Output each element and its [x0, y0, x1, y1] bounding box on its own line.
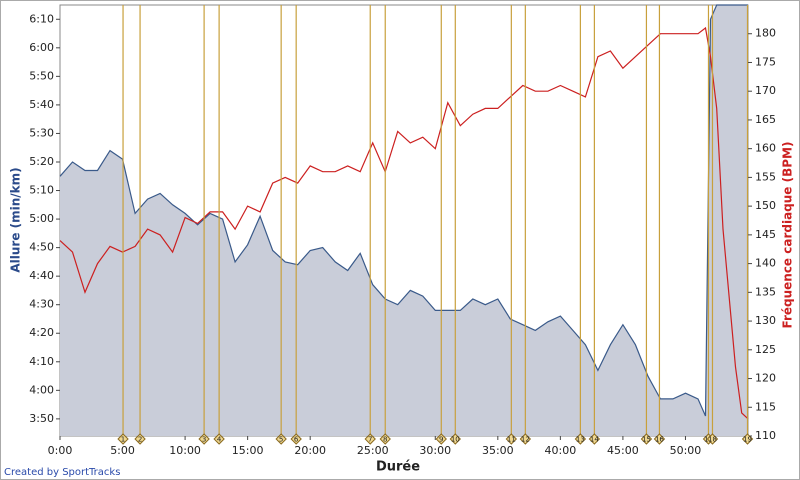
- lap-label: 19: [743, 436, 752, 444]
- lap-diamond: [198, 433, 210, 445]
- lap-diamond: [574, 433, 587, 445]
- lap-label: 3: [202, 436, 206, 444]
- y-tick-label: 4:10: [29, 355, 54, 368]
- lap-diamond: [435, 433, 447, 445]
- lap-diamond: [117, 433, 129, 445]
- y2-tick-label: 170: [755, 84, 776, 97]
- lap-label: 13: [576, 436, 585, 444]
- y2-tick-label: 165: [755, 113, 776, 126]
- lap-label: 4: [217, 436, 222, 444]
- x-tick-label: 5:00: [110, 444, 135, 457]
- lap-label: 1: [121, 436, 125, 444]
- lap-diamond: [364, 433, 376, 445]
- lap-label: 12: [521, 436, 530, 444]
- y-axis-title: Allure (min/km): [9, 167, 23, 272]
- y2-axis-title: Fréquence cardiaque (BPM): [781, 142, 795, 329]
- lap-diamond: [706, 433, 719, 445]
- y-tick-label: 5:30: [29, 126, 54, 139]
- lap-diamond: [588, 433, 601, 445]
- y-tick-label: 5:40: [29, 98, 54, 111]
- y2-tick-label: 175: [755, 55, 776, 68]
- lap-label: 14: [590, 436, 599, 444]
- y-tick-label: 5:50: [29, 69, 54, 82]
- heart-rate-line: [59, 26, 749, 420]
- pace-line: [59, 4, 748, 417]
- lap-diamond: [640, 433, 653, 445]
- y-tick-label: 3:50: [29, 412, 54, 425]
- lap-diamond: [275, 433, 287, 445]
- x-tick-label: 25:00: [357, 444, 389, 457]
- lap-diamond: [379, 433, 391, 445]
- y2-tick-label: 150: [755, 199, 776, 212]
- y-tick-label: 4:30: [29, 298, 54, 311]
- y-tick-label: 5:10: [29, 184, 54, 197]
- footer[interactable]: Created by SportTracks: [4, 467, 120, 478]
- y2-tick-label: 155: [755, 170, 776, 183]
- lap-diamond: [134, 433, 146, 445]
- y2-tick-label: 130: [755, 314, 776, 327]
- lap-diamond: [653, 433, 666, 445]
- lap-label: 16: [655, 436, 664, 444]
- lap-diamond: [449, 433, 461, 445]
- y2-tick-label: 110: [755, 429, 776, 442]
- x-tick-label: 10:00: [169, 444, 201, 457]
- lap-diamond: [290, 433, 302, 445]
- y2-tick-label: 145: [755, 228, 776, 241]
- y-tick-label: 5:20: [29, 155, 54, 168]
- y-tick-label: 4:50: [29, 241, 54, 254]
- y-tick-label: 4:40: [29, 269, 54, 282]
- lap-diamond: [505, 433, 518, 445]
- lap-label: 7: [368, 436, 372, 444]
- y-tick-label: 5:00: [29, 212, 54, 225]
- x-tick-label: 45:00: [607, 444, 639, 457]
- y-tick-label: 4:00: [29, 383, 54, 396]
- lap-label: 18: [708, 436, 717, 444]
- lap-label: 15: [642, 436, 651, 444]
- y2-tick-label: 120: [755, 372, 776, 385]
- y2-tick-label: 115: [755, 400, 776, 413]
- y-tick-label: 6:00: [29, 41, 54, 54]
- lap-diamond: [741, 433, 754, 445]
- lap-diamond: [519, 433, 532, 445]
- y2-tick-label: 160: [755, 142, 776, 155]
- x-tick-label: 30:00: [419, 444, 451, 457]
- x-tick-label: 40:00: [545, 444, 577, 457]
- lap-label: 9: [439, 436, 443, 444]
- y2-tick-label: 135: [755, 285, 776, 298]
- lap-label: 5: [279, 436, 283, 444]
- x-tick-label: 50:00: [670, 444, 702, 457]
- x-tick-label: 20:00: [294, 444, 326, 457]
- lap-diamond: [213, 433, 225, 445]
- x-tick-label: 0:00: [48, 444, 73, 457]
- pace-area: [60, 5, 748, 436]
- lap-label: 8: [383, 436, 387, 444]
- lap-label: 6: [294, 436, 299, 444]
- y-tick-label: 6:10: [29, 12, 54, 25]
- y-tick-label: 4:20: [29, 326, 54, 339]
- lap-label: 2: [138, 436, 142, 444]
- lap-label: 11: [507, 436, 516, 444]
- y2-tick-label: 140: [755, 257, 776, 270]
- x-tick-label: 15:00: [232, 444, 264, 457]
- y2-tick-label: 180: [755, 27, 776, 40]
- x-tick-label: 35:00: [482, 444, 514, 457]
- y2-tick-label: 125: [755, 343, 776, 356]
- lap-label: 10: [451, 436, 460, 444]
- x-axis-title: Durée: [376, 460, 420, 475]
